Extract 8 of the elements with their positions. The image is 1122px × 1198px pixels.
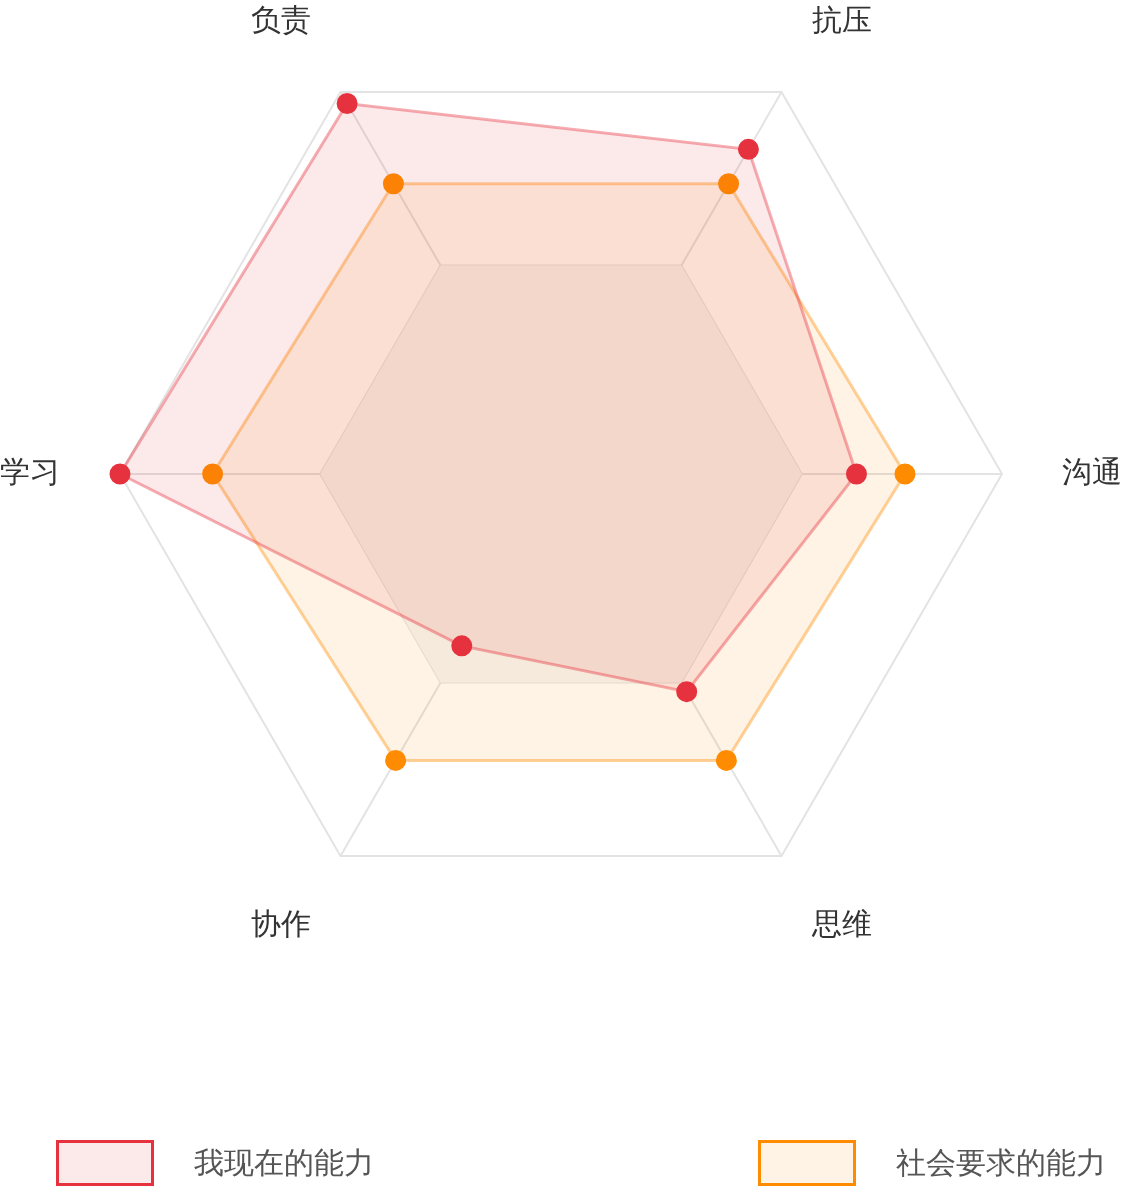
spoke-label: 负责 xyxy=(250,1,311,37)
legend-label: 社会要求的能力 xyxy=(896,1143,1106,1182)
spoke-label: 沟通 xyxy=(1062,453,1122,489)
spoke-label: 思维 xyxy=(810,905,872,941)
spoke-label: 抗压 xyxy=(811,1,872,37)
spoke-label: 学习 xyxy=(0,453,60,489)
spoke-label: 协作 xyxy=(250,905,311,941)
legend-label: 我现在的能力 xyxy=(194,1143,374,1182)
